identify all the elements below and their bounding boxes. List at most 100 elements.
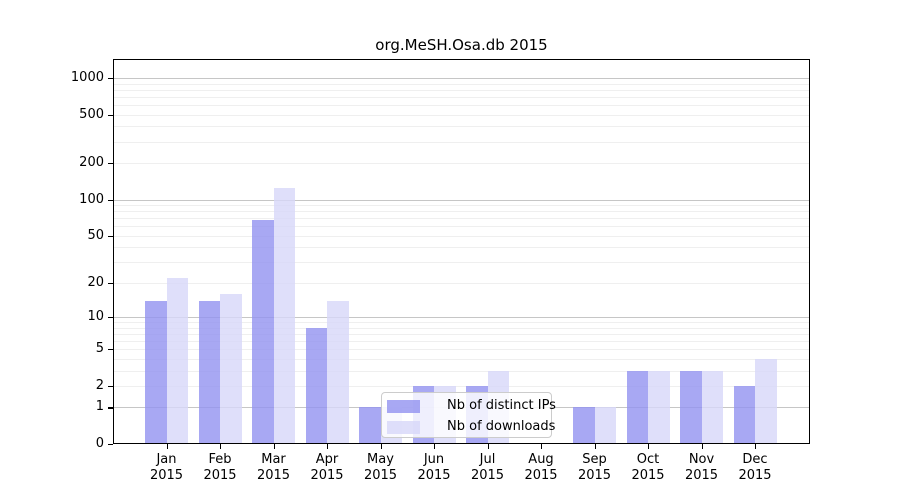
x-tick-label-year: 2015 <box>738 468 772 483</box>
x-tick-mark-dec <box>755 444 757 449</box>
x-tick-mark-aug <box>541 444 543 449</box>
x-tick-mark-oct <box>648 444 650 449</box>
gridline-minor-8 <box>113 327 810 329</box>
gridline-minor-300 <box>113 141 810 143</box>
gridline-minor-3 <box>113 370 810 372</box>
bar-mar-distinct-ips <box>252 219 274 444</box>
y-tick-label-1000: 1000 <box>70 69 104 85</box>
gridline-minor-90 <box>113 205 810 206</box>
bar-apr-downloads <box>327 300 349 444</box>
bar-apr-distinct-ips <box>305 327 327 444</box>
x-tick-label-jul: Jul 2015 <box>461 452 515 484</box>
x-tick-label-jan: Jan 2015 <box>140 452 194 484</box>
y-tick-mark-50 <box>108 235 113 237</box>
y-tick-label-1: 1 <box>95 399 104 415</box>
bar-jan-downloads <box>166 277 188 444</box>
gridline-minor-7 <box>113 333 810 335</box>
gridline-minor-80 <box>113 211 810 213</box>
chart-title: org.MeSH.Osa.db 2015 <box>375 36 548 54</box>
bar-oct-downloads <box>648 370 670 444</box>
x-tick-label-year: 2015 <box>684 468 719 483</box>
bar-nov-downloads <box>701 370 723 444</box>
gridline-minor-6 <box>113 340 810 342</box>
y-tick-label-200: 200 <box>79 155 104 170</box>
y-tick-label-0: 0 <box>95 436 104 451</box>
x-tick-label-apr: Apr 2015 <box>300 452 354 484</box>
x-tick-mark-jun <box>434 444 436 449</box>
gridline-minor-9 <box>113 322 810 323</box>
legend-swatch-downloads <box>387 421 420 434</box>
x-tick-label-year: 2015 <box>631 468 665 483</box>
bar-feb-distinct-ips <box>198 300 220 444</box>
x-tick-label-dec: Dec 2015 <box>728 452 782 484</box>
y-tick-label-500: 500 <box>79 106 104 122</box>
gridline-minor-200 <box>113 163 810 164</box>
y-tick-mark-100 <box>108 199 113 201</box>
x-tick-label-year: 2015 <box>363 468 398 483</box>
x-tick-mark-sep <box>594 444 596 449</box>
x-tick-label-aug: Aug 2015 <box>514 452 568 484</box>
x-tick-label-mar: Mar 2015 <box>247 452 301 484</box>
x-tick-mark-may <box>380 444 382 449</box>
y-tick-label-50: 50 <box>87 227 104 243</box>
x-tick-label-may: May 2015 <box>354 452 408 484</box>
y-tick-mark-10 <box>108 317 113 319</box>
bar-sep-distinct-ips <box>573 407 595 444</box>
x-tick-label-sep: Sep 2015 <box>568 452 622 484</box>
gridline-minor-4 <box>113 358 810 360</box>
y-tick-mark-5 <box>108 349 113 351</box>
gridline-minor-30 <box>113 262 810 264</box>
y-tick-mark-200 <box>108 163 113 165</box>
y-tick-mark-1 <box>108 407 113 409</box>
x-tick-label-year: 2015 <box>310 468 344 483</box>
y-tick-label-100: 100 <box>79 191 104 207</box>
y-tick-label-10: 10 <box>87 309 104 324</box>
legend-swatch-distinct-ips <box>387 400 420 413</box>
gridline-minor-800 <box>113 89 810 91</box>
x-tick-mark-jan <box>166 444 168 449</box>
gridline-major-1000 <box>113 77 810 79</box>
bar-dec-downloads <box>755 358 777 444</box>
y-tick-label-20: 20 <box>87 274 104 290</box>
x-tick-mark-nov <box>701 444 703 449</box>
x-tick-label-feb: Feb 2015 <box>193 452 247 484</box>
x-tick-mark-apr <box>327 444 329 449</box>
gridline-minor-600 <box>113 105 810 106</box>
gridline-minor-20 <box>113 282 810 284</box>
x-tick-label-year: 2015 <box>524 468 558 483</box>
x-tick-label-year: 2015 <box>470 468 505 483</box>
x-tick-mark-feb <box>220 444 222 449</box>
y-tick-mark-2 <box>108 385 113 388</box>
x-tick-label-year: 2015 <box>256 468 291 483</box>
gridline-minor-500 <box>113 114 810 116</box>
gridline-major-100 <box>113 199 810 201</box>
bar-sep-downloads <box>594 407 616 444</box>
legend: Nb of distinct IPs Nb of downloads <box>381 392 556 438</box>
x-tick-label-year: 2015 <box>203 468 237 483</box>
gridline-minor-60 <box>113 226 810 228</box>
x-tick-label-oct: Oct 2015 <box>621 452 675 484</box>
x-tick-label-nov: Nov 2015 <box>675 452 729 484</box>
x-tick-label-year: 2015 <box>417 468 451 483</box>
gridline-major-10 <box>113 317 810 318</box>
bar-dec-distinct-ips <box>733 385 755 444</box>
gridline-minor-5 <box>113 349 810 351</box>
bar-feb-downloads <box>220 293 242 444</box>
y-tick-label-2: 2 <box>95 377 104 393</box>
bar-oct-distinct-ips <box>626 370 648 444</box>
y-tick-mark-0 <box>108 444 113 446</box>
x-tick-mark-mar <box>273 444 275 449</box>
bar-mar-downloads <box>273 187 295 444</box>
y-tick-mark-20 <box>108 282 113 284</box>
x-tick-label-year: 2015 <box>149 468 184 483</box>
y-tick-label-5: 5 <box>95 341 104 357</box>
gridline-minor-40 <box>113 247 810 249</box>
gridline-minor-2 <box>113 385 810 387</box>
y-tick-mark-1000 <box>108 77 113 80</box>
gridline-minor-900 <box>113 83 810 85</box>
bar-nov-distinct-ips <box>680 370 702 444</box>
bar-jan-distinct-ips <box>145 300 167 444</box>
x-tick-label-year: 2015 <box>577 468 612 483</box>
gridline-minor-50 <box>113 235 810 237</box>
